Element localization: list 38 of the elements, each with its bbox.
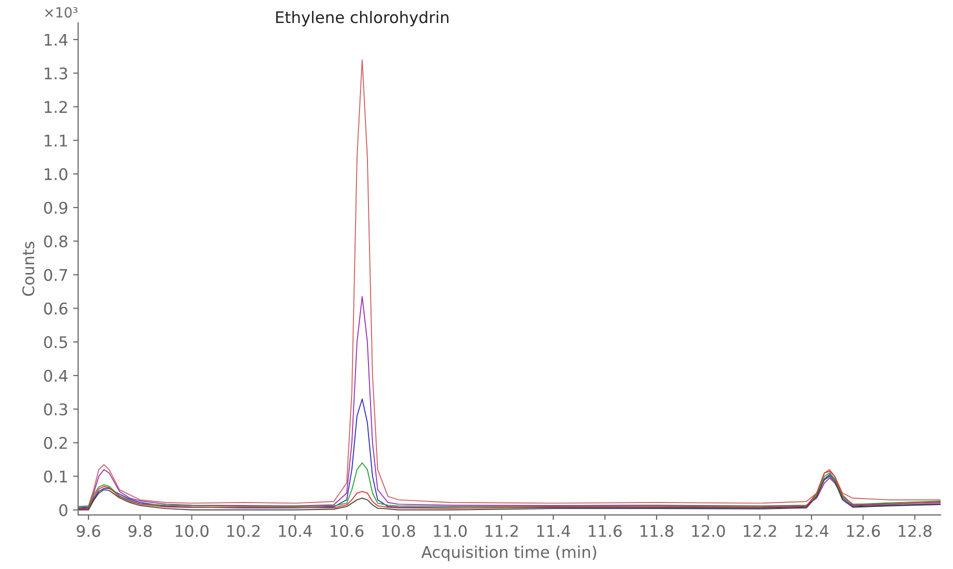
x-tick-label: 11.0 — [434, 524, 467, 538]
x-tick-label: 9.6 — [76, 524, 100, 538]
x-tick-label: 10.2 — [227, 524, 260, 538]
y-axis-title: Counts — [22, 242, 34, 296]
x-tick-label: 9.8 — [128, 524, 152, 538]
x-tick-label: 11.6 — [588, 524, 622, 538]
y-tick-label: 1.0 — [44, 168, 68, 180]
y-tick-label: 0 — [59, 504, 68, 516]
y-tick-label: 1.4 — [44, 34, 68, 46]
x-tick-label: 12.4 — [795, 524, 828, 537]
x-tick-label: 12.6 — [847, 524, 880, 538]
y-tick-label: 1.1 — [44, 134, 67, 146]
x-tick-label: 12.2 — [744, 524, 776, 537]
y-tick-label: 1.2 — [44, 100, 67, 113]
line-series — [78, 462, 941, 508]
line-series — [78, 296, 941, 510]
x-tick-label: 10.8 — [382, 524, 416, 538]
x-tick-label: 11.2 — [486, 524, 518, 537]
y-tick-label: 0.9 — [44, 202, 68, 214]
y-tick-label: 0.8 — [44, 235, 68, 248]
y-tick-label: 0.4 — [44, 370, 68, 382]
x-tick-label: 10.4 — [279, 524, 312, 538]
x-tick-label: 11.4 — [537, 525, 570, 537]
y-tick-label: 0.6 — [44, 302, 68, 315]
y-tick-label: 0.7 — [44, 268, 68, 282]
x-tick-label: 12.8 — [898, 524, 932, 538]
y-tick-label: 0.5 — [44, 336, 68, 348]
y-tick-label: 0.1 — [44, 470, 67, 483]
x-tick-label: 10.0 — [176, 524, 208, 538]
y-tick-label: 0.3 — [44, 403, 68, 416]
x-axis-title: Acquisition time (min) — [421, 546, 596, 562]
annotation: Ethylene chlorohydrin — [276, 10, 448, 26]
y-tick-label: 1.3 — [44, 67, 68, 80]
x-tick-label: 12.0 — [692, 524, 725, 538]
x-tick-label: 11.8 — [640, 524, 674, 538]
x-tick-label: 10.6 — [330, 524, 364, 538]
y-tick-label: 0.2 — [44, 436, 67, 450]
text: ×10³ — [45, 7, 78, 18]
